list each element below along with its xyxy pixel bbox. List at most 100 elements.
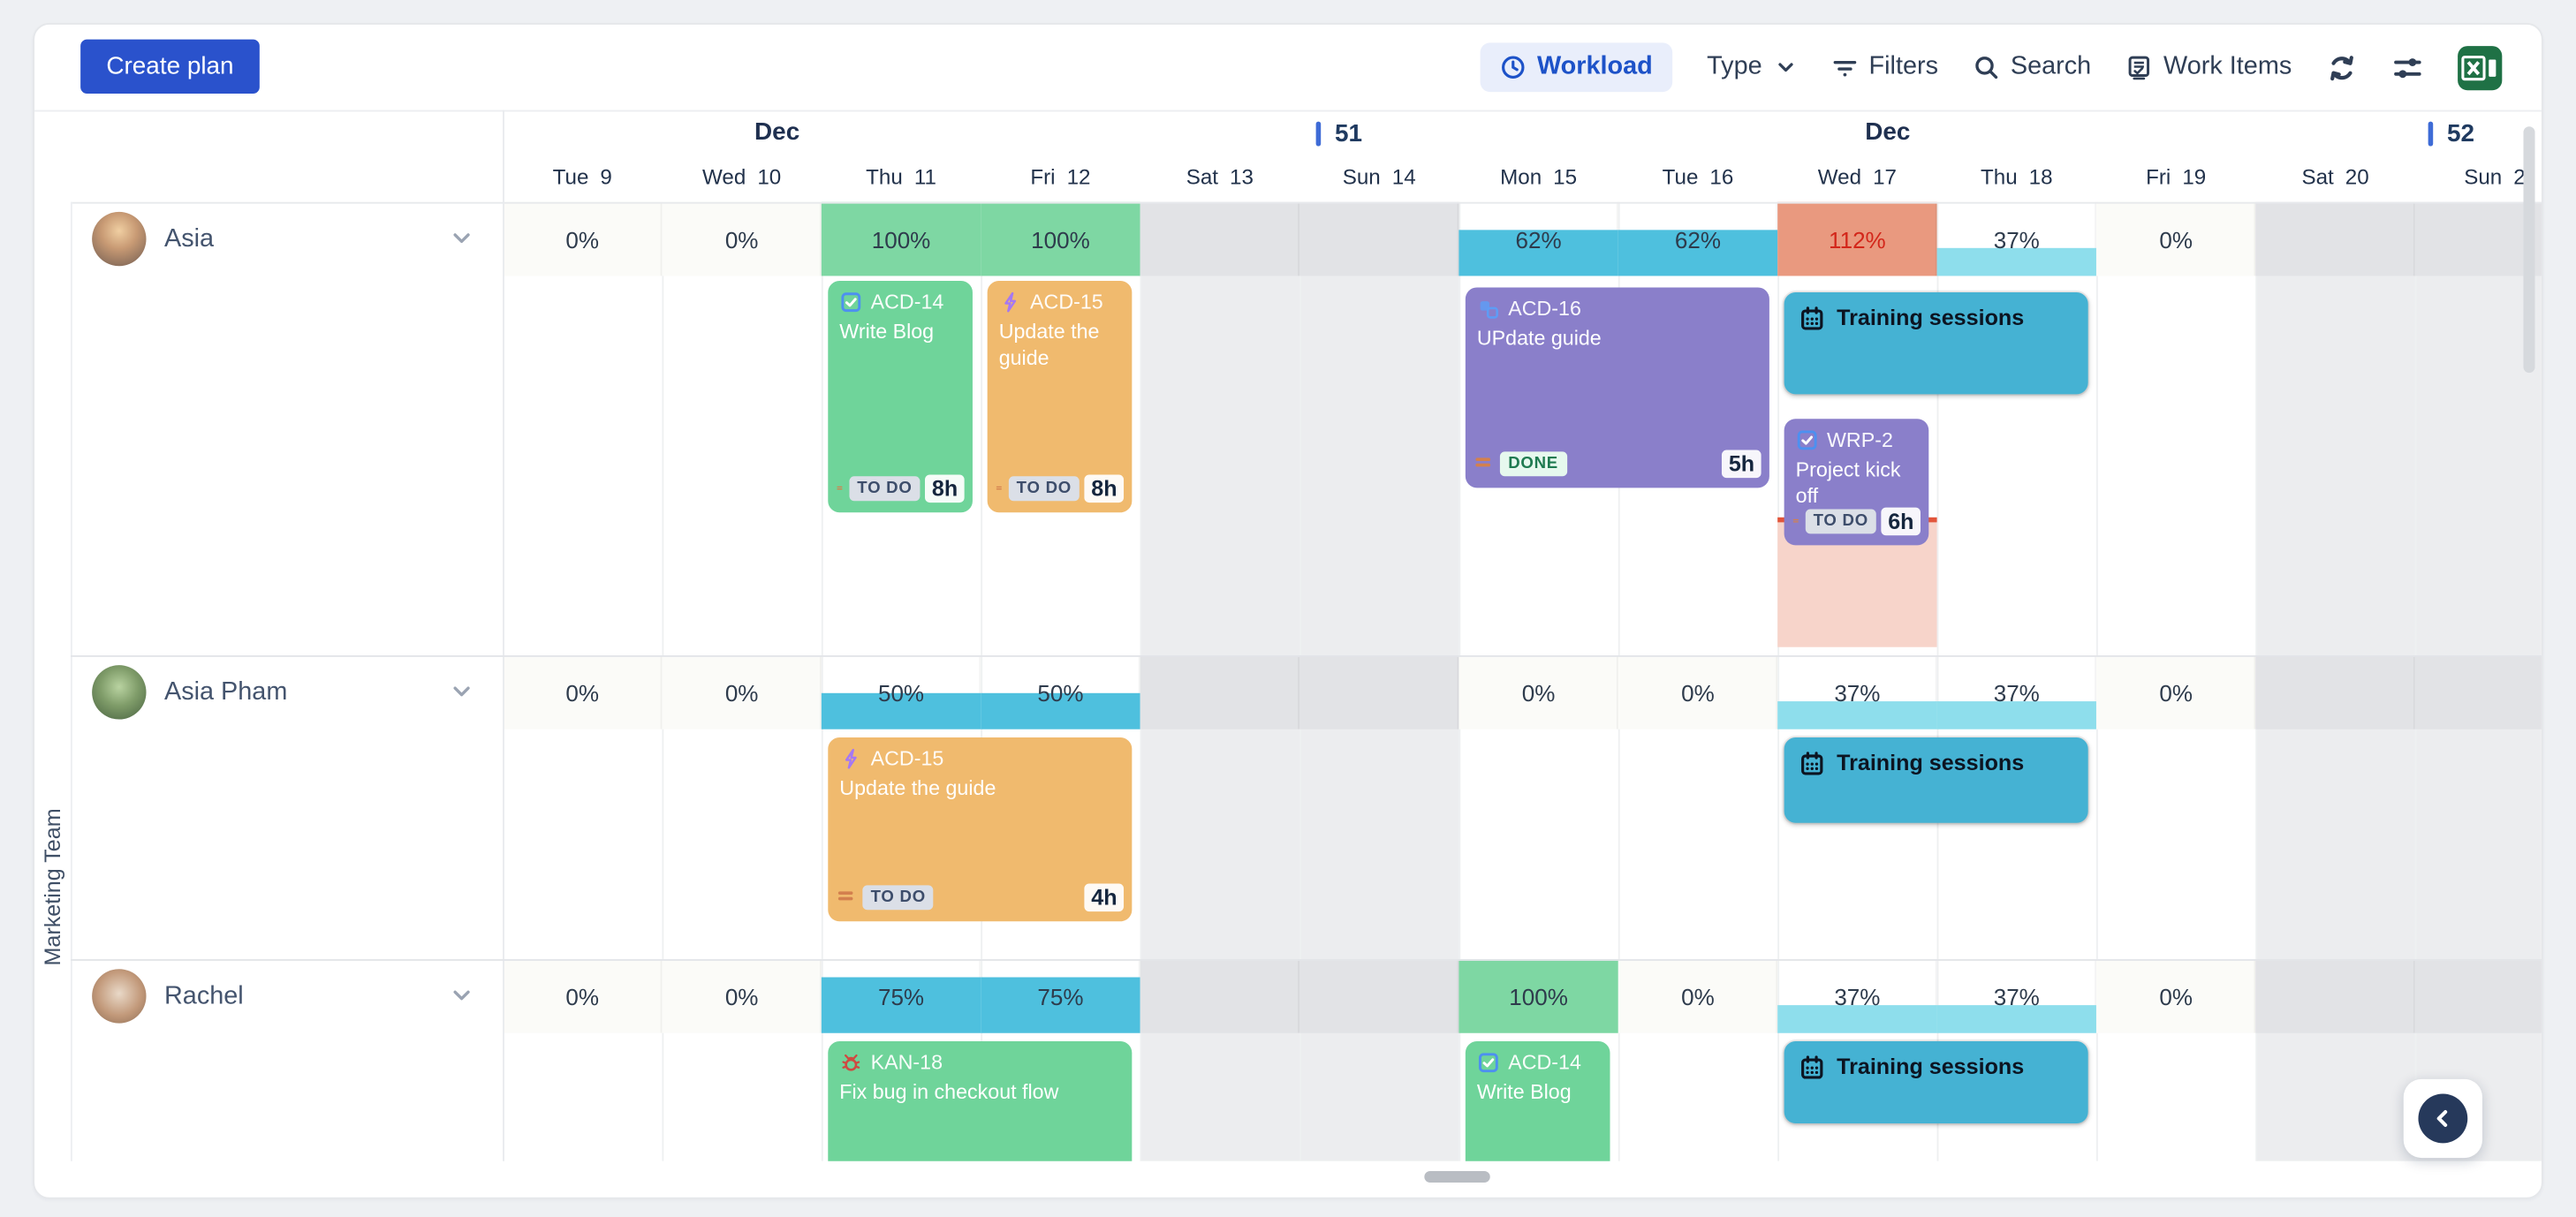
search-button[interactable]: Search — [1973, 53, 2091, 82]
work-items-button[interactable]: Work Items — [2125, 53, 2292, 82]
workload-cell[interactable]: 75% — [981, 959, 1140, 1033]
issue-key: ACD-15 — [1030, 291, 1103, 314]
day-of-week: Thu — [866, 163, 903, 189]
filters-button[interactable]: Filters — [1831, 53, 1938, 82]
task-card[interactable]: ACD-15 Update the guide TO DO 4h — [828, 737, 1133, 922]
workload-cell[interactable]: 100% — [981, 201, 1140, 276]
week-number: 52 — [2447, 119, 2475, 148]
chevron-down-icon[interactable] — [451, 680, 474, 711]
workload-cell[interactable]: 50% — [981, 655, 1140, 729]
board-check-icon — [2128, 56, 2149, 80]
workload-cell[interactable]: 37% — [1936, 959, 2096, 1033]
event-card[interactable]: Training sessions — [1784, 737, 2088, 823]
workload-cell[interactable] — [1299, 959, 1459, 1033]
task-card[interactable]: WRP-2 Project kick off TO DO 6h — [1784, 419, 1929, 546]
sidebar-grid-divider — [503, 110, 504, 1161]
workload-cell[interactable]: 37% — [1936, 202, 2096, 276]
workload-cell[interactable]: 62% — [1618, 202, 1778, 276]
workload-percent: 0% — [724, 678, 759, 706]
workload-cell[interactable] — [2255, 201, 2415, 276]
workload-cell[interactable]: 0% — [2095, 959, 2256, 1033]
collapse-panel-button[interactable] — [2403, 1078, 2482, 1159]
chevron-down-icon[interactable] — [451, 984, 474, 1015]
workload-view-label: Workload — [1536, 52, 1653, 81]
task-card-header: ACD-14 — [1477, 1051, 1599, 1074]
workload-cell[interactable]: 0% — [503, 201, 663, 276]
workload-cell[interactable]: 37% — [1777, 655, 1937, 729]
workload-cell[interactable] — [1140, 201, 1300, 276]
issue-key: ACD-14 — [1508, 1051, 1581, 1075]
workload-cell[interactable]: 100% — [821, 201, 981, 276]
workload-cell[interactable] — [1299, 655, 1459, 729]
member-row[interactable]: Rachel — [71, 959, 503, 1033]
workload-cell[interactable] — [2255, 655, 2415, 729]
vertical-scrollbar-thumb[interactable] — [2523, 126, 2535, 374]
event-title: Training sessions — [1837, 1054, 2025, 1079]
workload-percent: 37% — [1993, 225, 2040, 253]
task-card[interactable]: ACD-14 Write Blog — [1465, 1041, 1610, 1161]
workload-cell[interactable] — [1140, 655, 1300, 729]
workload-cell[interactable]: 100% — [1458, 959, 1618, 1033]
day-of-week: Sat — [1186, 163, 1219, 189]
task-card[interactable]: ACD-14 Write Blog TO DO 8h — [828, 281, 973, 513]
workload-cell[interactable] — [1140, 959, 1300, 1033]
workload-cell[interactable]: 0% — [503, 959, 663, 1033]
workload-cell[interactable] — [2255, 959, 2415, 1033]
day-number: 11 — [913, 163, 936, 189]
task-title: UPdate guide — [1476, 327, 1602, 351]
day-header: Thu 18 — [1981, 164, 2053, 189]
workload-cell[interactable]: 37% — [1777, 959, 1937, 1033]
workload-cell[interactable]: 0% — [662, 201, 822, 276]
member-row[interactable]: Asia Pham — [71, 655, 503, 729]
create-plan-button[interactable]: Create plan — [80, 39, 260, 94]
workload-cell[interactable]: 0% — [503, 655, 663, 729]
day-header: Wed 17 — [1818, 164, 1897, 189]
task-card-header: KAN-18 — [839, 1051, 1120, 1074]
workload-cell[interactable]: 0% — [1618, 959, 1778, 1033]
excel-export-button[interactable] — [2458, 45, 2503, 90]
workload-cell[interactable]: 75% — [821, 959, 981, 1033]
sync-icon — [2330, 55, 2353, 80]
workload-cell[interactable]: 0% — [1618, 655, 1778, 729]
workload-fill — [1936, 248, 2096, 276]
workload-percent: 0% — [565, 983, 600, 1009]
event-card[interactable]: Training sessions — [1784, 292, 2088, 395]
workload-cell[interactable]: 0% — [1458, 655, 1618, 729]
workload-view-toggle[interactable]: Workload — [1479, 42, 1673, 93]
issue-key: WRP-2 — [1826, 428, 1893, 452]
task-card-header: ACD-15 — [999, 291, 1121, 314]
horizontal-scrollbar-thumb[interactable] — [1424, 1170, 1490, 1183]
task-card[interactable]: ACD-15 Update the guide TO DO 8h — [987, 281, 1133, 513]
task-card[interactable]: ACD-16 UPdate guide DONE 5h — [1465, 287, 1769, 488]
filters-label: Filters — [1868, 52, 1939, 81]
workload-cell[interactable] — [2414, 959, 2542, 1033]
day-header: Fri 12 — [1030, 164, 1090, 189]
workload-cell[interactable]: 0% — [662, 959, 822, 1033]
chevron-down-icon[interactable] — [451, 227, 474, 258]
grid-column-line — [981, 201, 983, 1161]
week-tick — [1315, 121, 1321, 147]
workload-cell[interactable]: 50% — [821, 655, 981, 729]
view-settings-button[interactable] — [2392, 52, 2423, 83]
task-title: Write Blog — [839, 320, 935, 344]
workload-cell[interactable]: 112% — [1777, 201, 1937, 276]
type-dropdown[interactable]: Type — [1707, 53, 1797, 82]
workload-cell[interactable] — [2414, 655, 2542, 729]
workload-percent: 0% — [2159, 983, 2193, 1009]
event-card[interactable]: Training sessions — [1784, 1041, 2088, 1124]
sync-button[interactable] — [2326, 52, 2357, 83]
workload-cell[interactable] — [2414, 201, 2542, 276]
status-badge: TO DO — [1008, 476, 1080, 502]
workload-cell[interactable]: 0% — [2095, 655, 2256, 729]
day-number: 9 — [600, 163, 612, 189]
workload-cell[interactable]: 0% — [2095, 201, 2256, 276]
workload-cell[interactable]: 62% — [1458, 202, 1618, 276]
workload-cell[interactable]: 37% — [1936, 655, 2096, 729]
month-label: Dec — [754, 117, 800, 147]
member-row[interactable]: Asia — [71, 202, 503, 276]
workload-cell[interactable]: 0% — [662, 655, 822, 729]
task-icon — [1797, 430, 1817, 450]
task-card[interactable]: KAN-18 Fix bug in checkout flow — [828, 1041, 1133, 1161]
workload-cell[interactable] — [1299, 201, 1459, 276]
workload-percent: 37% — [1834, 983, 1881, 1009]
